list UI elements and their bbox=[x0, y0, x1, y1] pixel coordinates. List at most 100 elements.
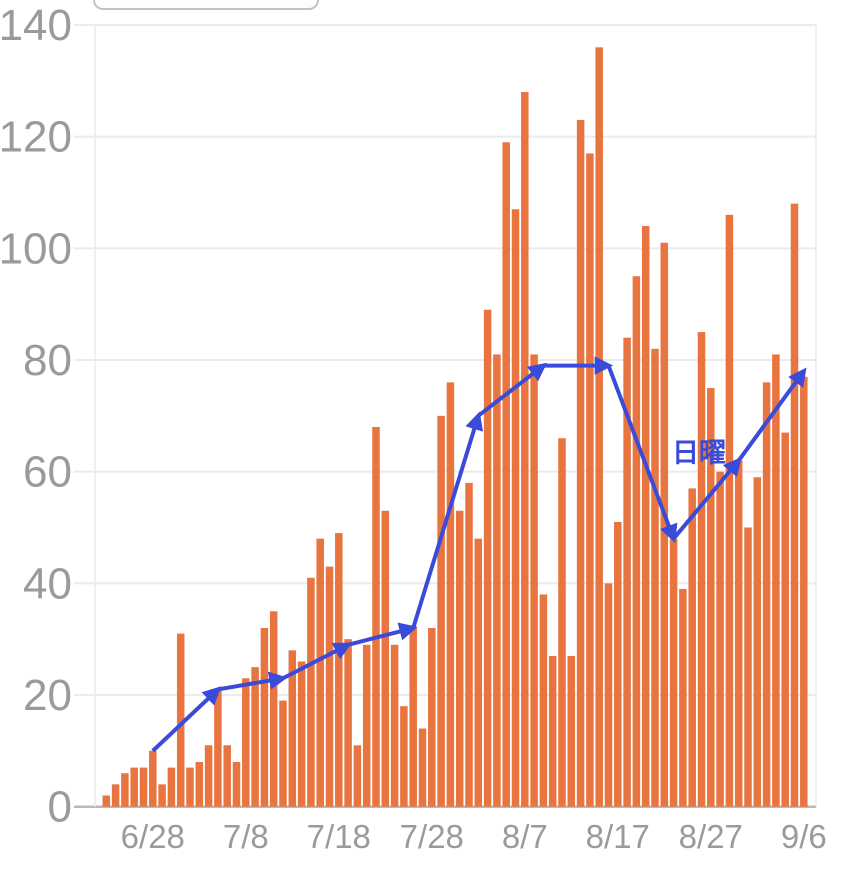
y-tick-label: 40 bbox=[23, 559, 72, 608]
bar-9/2[interactable] bbox=[762, 382, 771, 807]
bar-8/24[interactable] bbox=[679, 588, 687, 807]
bar-8/18[interactable] bbox=[623, 337, 631, 807]
sunday-line: 日曜 bbox=[151, 356, 807, 753]
bar-7/13[interactable] bbox=[288, 650, 297, 807]
bar-8/4[interactable] bbox=[493, 354, 501, 807]
bar-8/29[interactable] bbox=[725, 214, 734, 807]
x-tick-label: 7/18 bbox=[307, 818, 371, 855]
bar-7/1[interactable] bbox=[176, 633, 185, 807]
bar-9/6[interactable] bbox=[800, 376, 808, 807]
partial-toolbar-button[interactable] bbox=[93, 0, 319, 10]
bar-7/30[interactable] bbox=[446, 382, 455, 807]
bar-7/16[interactable] bbox=[316, 538, 324, 807]
x-tick-label: 9/6 bbox=[781, 818, 827, 855]
y-tick-label: 100 bbox=[0, 224, 72, 273]
y-tick-label: 0 bbox=[48, 783, 72, 832]
bar-8/5[interactable] bbox=[502, 142, 510, 807]
axis-labels: 0 20 40 60 80 100 120 140 6/28 7/8 7/18 7/28 8/7 8/17… bbox=[0, 1, 827, 855]
bar-9/3[interactable] bbox=[772, 354, 780, 807]
bar-6/28[interactable] bbox=[149, 750, 157, 807]
bar-7/3[interactable] bbox=[195, 762, 204, 807]
bar-7/10[interactable] bbox=[260, 628, 269, 807]
bar-7/2[interactable] bbox=[186, 767, 194, 807]
bar-8/17[interactable] bbox=[614, 521, 622, 807]
bar-8/8[interactable] bbox=[530, 354, 538, 807]
bar-7/5[interactable] bbox=[214, 689, 222, 807]
sunday-line-segment bbox=[672, 456, 742, 540]
sunday-annotation-label: 日曜 bbox=[672, 438, 726, 468]
bar-8/10[interactable] bbox=[548, 655, 557, 807]
bar-7/29[interactable] bbox=[437, 415, 445, 807]
bar-7/8[interactable] bbox=[242, 678, 250, 807]
sunday-line-segment bbox=[737, 367, 807, 462]
bar-7/24[interactable] bbox=[390, 644, 399, 807]
bar-7/6[interactable] bbox=[223, 745, 231, 807]
bar-7/21[interactable] bbox=[362, 644, 371, 807]
bar-8/27[interactable] bbox=[707, 387, 715, 807]
sunday-line-segment bbox=[217, 671, 288, 692]
x-tick-label: 8/7 bbox=[502, 818, 548, 855]
y-tick-label: 80 bbox=[23, 336, 72, 385]
bar-6/26[interactable] bbox=[130, 767, 138, 807]
bar-7/31[interactable] bbox=[455, 510, 464, 807]
bar-8/12[interactable] bbox=[567, 655, 576, 807]
bar-7/25[interactable] bbox=[400, 706, 408, 807]
bar-6/23[interactable] bbox=[102, 795, 111, 807]
bar-8/6[interactable] bbox=[511, 209, 520, 807]
bar-7/23[interactable] bbox=[381, 510, 390, 807]
bar-8/1[interactable] bbox=[465, 482, 473, 807]
bar-8/21[interactable] bbox=[651, 348, 659, 807]
bar-6/29[interactable] bbox=[158, 784, 166, 807]
bar-8/2[interactable] bbox=[474, 538, 483, 807]
bar-6/30[interactable] bbox=[167, 767, 176, 807]
bar-7/9[interactable] bbox=[251, 667, 259, 807]
bar-6/27[interactable] bbox=[139, 767, 148, 807]
bar-7/19[interactable] bbox=[344, 639, 352, 807]
bar-8/3[interactable] bbox=[483, 309, 492, 807]
bar-7/22[interactable] bbox=[372, 427, 380, 807]
bar-9/4[interactable] bbox=[781, 432, 789, 807]
bar-8/30[interactable] bbox=[734, 460, 743, 807]
bar-8/15[interactable] bbox=[595, 47, 603, 807]
bar-7/14[interactable] bbox=[297, 661, 306, 807]
y-tick-label: 20 bbox=[23, 671, 72, 720]
bar-8/28[interactable] bbox=[716, 471, 724, 807]
bar-8/23[interactable] bbox=[669, 538, 678, 807]
bar-8/26[interactable] bbox=[697, 332, 706, 807]
sunday-line-segment bbox=[477, 362, 548, 418]
sunday-line-segment bbox=[347, 622, 418, 647]
x-tick-label: 7/8 bbox=[223, 818, 269, 855]
bar-7/15[interactable] bbox=[307, 577, 315, 807]
bar-8/7[interactable] bbox=[521, 91, 529, 807]
bar-8/31[interactable] bbox=[744, 527, 752, 807]
bar-7/18[interactable] bbox=[335, 533, 343, 807]
bar-7/20[interactable] bbox=[353, 745, 362, 807]
bar-7/11[interactable] bbox=[269, 611, 278, 807]
bar-7/28[interactable] bbox=[428, 628, 436, 807]
bar-7/12[interactable] bbox=[279, 700, 287, 807]
bar-8/19[interactable] bbox=[632, 276, 641, 807]
bar-8/9[interactable] bbox=[539, 594, 548, 807]
y-tick-label: 60 bbox=[23, 448, 72, 497]
bar-7/17[interactable] bbox=[325, 566, 334, 807]
bar-8/25[interactable] bbox=[688, 488, 696, 807]
bar-8/16[interactable] bbox=[604, 583, 613, 807]
bar-8/20[interactable] bbox=[641, 226, 650, 807]
x-tick-label: 6/28 bbox=[121, 818, 185, 855]
y-tick-label: 120 bbox=[0, 113, 72, 162]
bar-7/27[interactable] bbox=[418, 728, 427, 807]
sunday-line-segment bbox=[282, 642, 353, 681]
bar-7/7[interactable] bbox=[232, 762, 241, 807]
bar-9/5[interactable] bbox=[790, 203, 799, 807]
bar-8/13[interactable] bbox=[576, 119, 585, 807]
bars bbox=[102, 47, 808, 807]
bar-6/25[interactable] bbox=[121, 773, 129, 807]
sunday-line-segment bbox=[151, 686, 222, 753]
bar-9/1[interactable] bbox=[753, 477, 762, 807]
bar-7/4[interactable] bbox=[204, 745, 213, 807]
bar-7/26[interactable] bbox=[409, 628, 417, 807]
bar-6/24[interactable] bbox=[111, 784, 120, 807]
bar-8/11[interactable] bbox=[558, 438, 566, 807]
bar-8/14[interactable] bbox=[586, 153, 594, 807]
